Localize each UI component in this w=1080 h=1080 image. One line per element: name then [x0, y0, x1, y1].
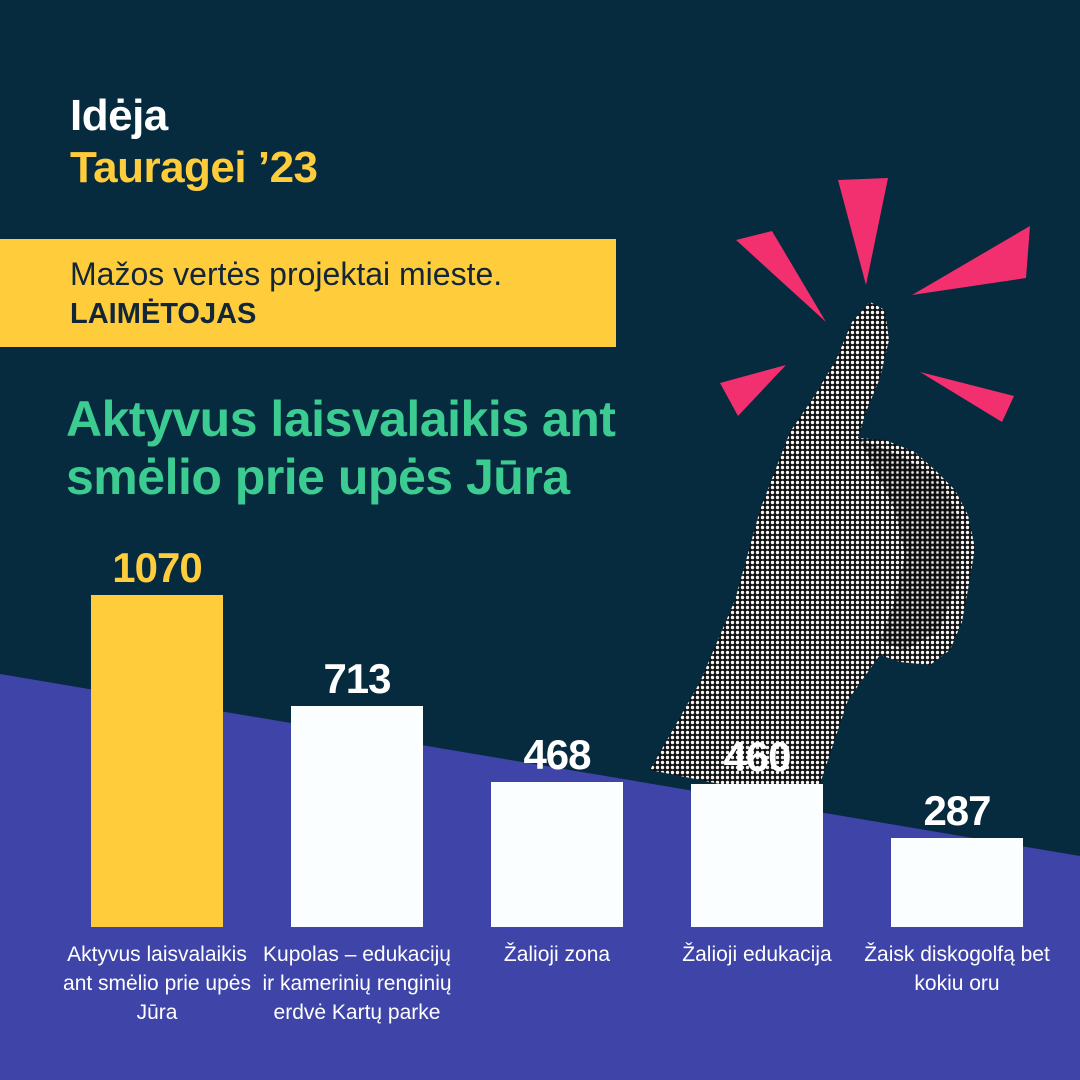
category-label: Aktyvus laisvalaikis ant smėlio prie upė…	[63, 943, 251, 1024]
pink-burst-ray-3	[912, 226, 1030, 295]
hand-shadow	[860, 440, 960, 650]
category-label: Kupolas – edukacijų ir kamerinių rengini…	[262, 943, 452, 1024]
bar	[691, 784, 823, 927]
banner	[0, 239, 616, 347]
pink-burst-ray-5	[920, 372, 1014, 422]
bar-value-label: 468	[523, 731, 591, 778]
category-label: Žaisk diskogolfą bet kokiu oru	[864, 943, 1050, 995]
banner-label: LAIMĖTOJAS	[70, 298, 257, 330]
bar	[891, 838, 1023, 927]
bar-value-label: 1070	[112, 544, 202, 591]
category-label: Žalioji edukacija	[682, 943, 832, 966]
pink-burst-ray-1	[838, 178, 888, 285]
bar	[291, 706, 423, 927]
pink-burst-ray-4	[720, 365, 786, 416]
headline: Aktyvus laisvalaikis ant smėlio prie upė…	[66, 391, 616, 505]
pink-burst-ray-2	[736, 231, 826, 322]
bar	[91, 595, 223, 927]
bar-value-label: 713	[323, 655, 391, 702]
hand-shape	[650, 302, 975, 800]
bar	[491, 782, 623, 927]
bar-value-label: 287	[923, 787, 991, 834]
brand-subtitle: Tauragei ’23	[70, 143, 318, 192]
bar-value-label: 460	[723, 733, 791, 780]
banner-text: Mažos vertės projektai mieste.	[70, 256, 503, 292]
brand-title: Idėja	[70, 91, 168, 140]
category-label: Žalioji zona	[503, 943, 611, 966]
